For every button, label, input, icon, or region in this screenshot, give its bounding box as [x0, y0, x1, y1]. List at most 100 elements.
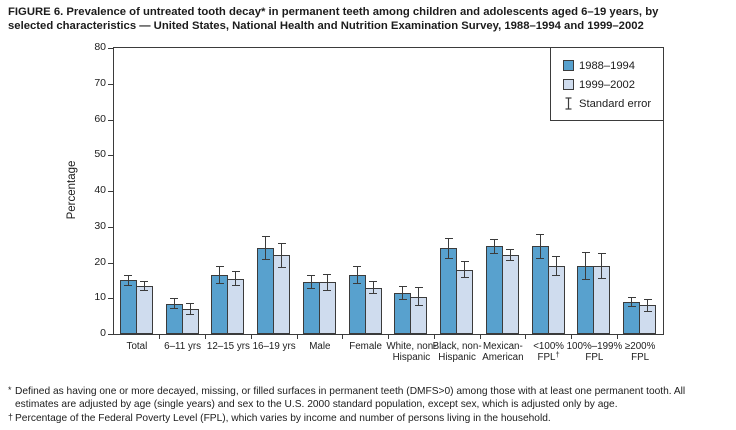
error-bar-1988–1994-black-non-hispanic: [448, 237, 450, 259]
y-axis-tick-70: [108, 83, 113, 85]
error-cap-bottom-1999–2002-total: [140, 289, 149, 291]
error-cap-top-1999–2002-12-15-yrs: [231, 271, 240, 273]
bar-1999–2002-black-non-hispanic: [456, 269, 474, 334]
error-cap-top-1999–2002-black-non-hispanic: [460, 261, 469, 263]
y-axis-tick-label-70: 70: [94, 77, 106, 89]
legend: 1988–1994 1999–2002 Standard error: [550, 47, 664, 121]
error-cap-bottom-1988–1994-male: [307, 288, 316, 289]
error-cap-top-1999–2002-white-non-hispanic: [414, 287, 423, 289]
error-cap-top-1999–2002-100-199pct-fpl: [597, 252, 606, 254]
error-cap-bottom-1988–1994-16-19-yrs: [261, 259, 270, 261]
error-bar-1988–1994-total: [127, 274, 129, 287]
x-axis-tick-7: [433, 335, 435, 339]
error-bar-1988–1994-16-19-yrs: [265, 236, 267, 261]
footnote-marker-2: †: [8, 411, 14, 422]
x-axis-tick-4: [296, 335, 298, 339]
error-bar-1999–2002-female: [372, 280, 374, 295]
y-axis-tick-20: [108, 262, 113, 264]
standard-error-icon: [563, 97, 574, 110]
x-axis-category-label-male: Male: [309, 341, 331, 352]
error-cap-top-1988–1994-gte-200pct-fpl: [627, 296, 636, 298]
figure-title-line-2: selected characteristics — United States…: [8, 19, 644, 32]
y-axis-tick-30: [108, 226, 113, 228]
error-cap-top-1988–1994-mexican-american: [490, 239, 499, 241]
x-axis-tick-9: [525, 335, 527, 339]
y-axis-tick-0: [108, 333, 113, 335]
legend-swatch-1999-2002: [563, 79, 574, 90]
error-cap-bottom-1988–1994-mexican-american: [490, 252, 499, 254]
x-axis-tick-6: [388, 335, 389, 339]
bar-1999–2002-12-15-yrs: [227, 278, 245, 334]
error-cap-top-1999–2002-lt-100pct-fpl: [552, 256, 561, 258]
error-cap-bottom-1988–1994-black-non-hispanic: [444, 257, 453, 259]
bar-1988–1994-black-non-hispanic: [440, 248, 458, 334]
error-cap-top-1988–1994-male: [307, 275, 316, 277]
legend-label-standard-error: Standard error: [579, 97, 652, 110]
error-cap-bottom-1999–2002-male: [323, 289, 332, 291]
x-axis-tick-5: [342, 335, 344, 339]
error-cap-top-1988–1994-lt-100pct-fpl: [536, 234, 545, 236]
legend-label-1999-2002: 1999–2002: [579, 78, 635, 91]
error-cap-top-1999–2002-gte-200pct-fpl: [643, 299, 652, 300]
error-cap-top-1988–1994-female: [353, 266, 362, 268]
dagger-superscript: †: [555, 350, 560, 359]
y-axis-tick-50: [108, 154, 113, 156]
footnote-1-line-1: Defined as having one or more decayed, m…: [15, 386, 686, 397]
error-cap-bottom-1988–1994-female: [353, 282, 362, 284]
error-bar-1999–2002-total: [143, 280, 145, 291]
error-cap-top-1999–2002-male: [323, 273, 332, 275]
x-axis-category-label-gte-200pct-fpl: ≥200% FPL: [624, 341, 656, 363]
x-axis-category-label-black-non-hispanic: Black, non- Hispanic: [432, 341, 482, 363]
y-axis-tick-40: [108, 190, 113, 192]
x-axis-category-label-lt-100pct-fpl: <100% FPL†: [533, 341, 564, 363]
x-axis-tick-11: [616, 335, 618, 339]
y-axis-tick-label-80: 80: [94, 41, 106, 53]
x-axis-category-label-12-15-yrs: 12–15 yrs: [206, 341, 250, 352]
y-axis-tick-label-60: 60: [94, 113, 106, 125]
plot-area: 1988–1994 1999–2002 Standard error 0 10 20…: [94, 41, 664, 363]
error-cap-top-1988–1994-12-15-yrs: [215, 266, 224, 268]
error-cap-top-1988–1994-black-non-hispanic: [444, 237, 453, 239]
error-cap-top-1999–2002-6-11-yrs: [186, 302, 195, 304]
error-bar-1999–2002-100-199pct-fpl: [601, 252, 603, 280]
error-bar-1988–1994-mexican-american: [493, 239, 495, 254]
x-axis-tick-1: [159, 335, 161, 339]
error-bar-1999–2002-mexican-american: [509, 249, 511, 262]
error-cap-bottom-1999–2002-female: [369, 293, 378, 295]
error-bar-1988–1994-gte-200pct-fpl: [631, 296, 633, 308]
error-bar-1988–1994-female: [356, 266, 358, 284]
y-axis-tick-label-0: 0: [100, 327, 106, 339]
error-bar-1988–1994-white-non-hispanic: [402, 285, 404, 300]
error-bar-1999–2002-12-15-yrs: [235, 271, 237, 286]
x-axis-category-label-100-199pct-fpl: 100%–199% FPL: [566, 341, 623, 363]
x-axis-category-label-female: Female: [349, 341, 382, 352]
error-cap-bottom-1999–2002-6-11-yrs: [186, 314, 195, 316]
y-axis-tick-label-40: 40: [94, 184, 106, 196]
y-axis-tick-80: [108, 47, 113, 49]
error-bar-1999–2002-lt-100pct-fpl: [555, 256, 557, 277]
error-cap-top-1999–2002-female: [369, 280, 378, 282]
bar-1999–2002-female: [364, 287, 382, 334]
legend-item-1988-1994: 1988–1994: [563, 56, 663, 75]
error-cap-top-1988–1994-100-199pct-fpl: [581, 251, 590, 253]
bar-1988–1994-lt-100pct-fpl: [531, 246, 549, 334]
x-axis-tick-8: [479, 335, 481, 339]
bar-1999–2002-mexican-american: [501, 255, 519, 334]
error-bar-1999–2002-male: [326, 273, 328, 291]
bar-1988–1994-16-19-yrs: [257, 248, 275, 334]
x-axis-category-label-white-non-hispanic: White, non- Hispanic: [386, 341, 437, 363]
figure-title-line-1: FIGURE 6. Prevalence of untreated tooth …: [8, 6, 659, 18]
error-cap-top-1999–2002-16-19-yrs: [277, 243, 286, 245]
x-axis-category-label-16-19-yrs: 16–19 yrs: [252, 341, 296, 352]
error-bar-1999–2002-gte-200pct-fpl: [647, 299, 649, 312]
error-cap-top-1988–1994-total: [124, 274, 133, 276]
y-axis-tick-label-10: 10: [94, 291, 106, 303]
error-cap-bottom-1999–2002-100-199pct-fpl: [597, 278, 606, 280]
error-cap-top-1988–1994-16-19-yrs: [261, 236, 270, 237]
bar-1988–1994-male: [302, 282, 320, 334]
bar-1988–1994-mexican-american: [485, 246, 503, 334]
y-axis-tick-60: [108, 119, 113, 121]
error-cap-bottom-1988–1994-12-15-yrs: [215, 282, 224, 284]
error-bar-1999–2002-6-11-yrs: [189, 302, 191, 316]
